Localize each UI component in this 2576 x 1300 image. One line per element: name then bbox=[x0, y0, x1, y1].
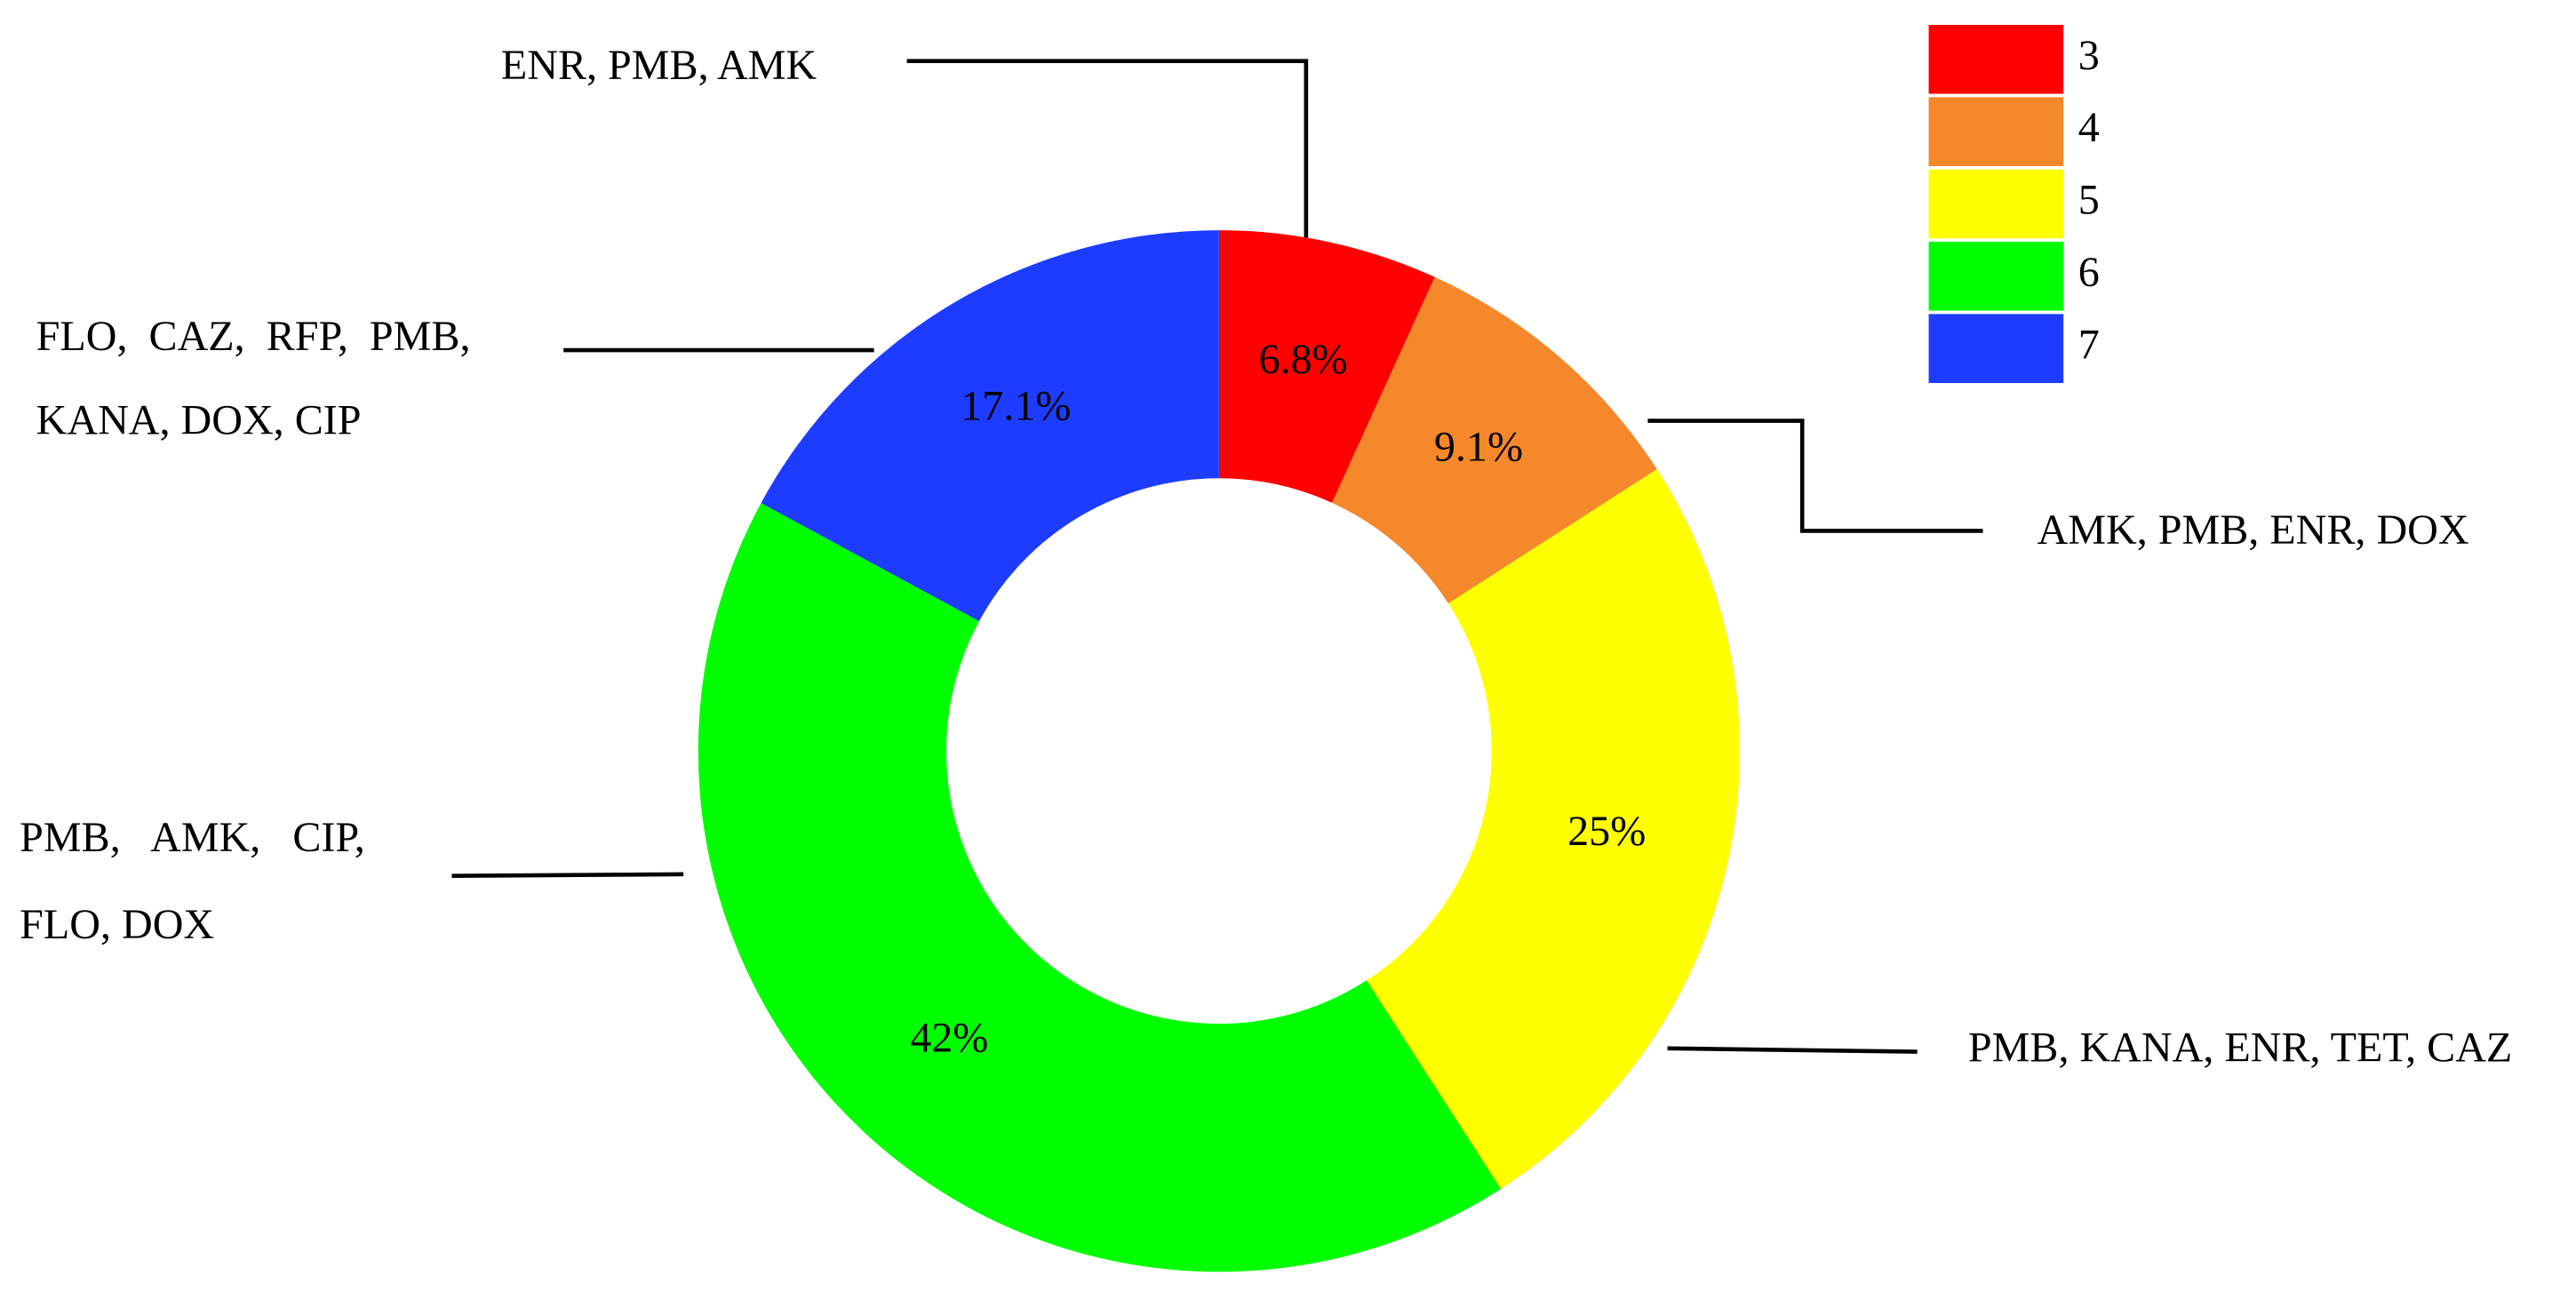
donut-slice bbox=[1366, 469, 1740, 1190]
value-label: 6.8% bbox=[1258, 336, 1347, 383]
legend-swatch bbox=[1925, 166, 2067, 243]
legend-label: 4 bbox=[2078, 104, 2100, 151]
value-label: 17.1% bbox=[961, 383, 1071, 430]
annotation: KANA, DOX, CIP bbox=[36, 396, 362, 443]
legend-label: 7 bbox=[2078, 321, 2100, 368]
leader-line bbox=[1667, 1046, 1918, 1054]
donut-slice bbox=[698, 503, 1501, 1272]
legend-label: 3 bbox=[2078, 32, 2100, 79]
legend-swatch bbox=[1925, 310, 2067, 387]
donut-slice bbox=[1332, 276, 1657, 604]
legend-label: 6 bbox=[2078, 249, 2100, 296]
annotation: ENR, PMB, AMK bbox=[501, 42, 817, 89]
value-label: 9.1% bbox=[1434, 424, 1523, 471]
legend-swatch bbox=[1925, 21, 2067, 98]
leader-line bbox=[906, 59, 1309, 239]
annotation: PMB, AMK, CIP, bbox=[20, 814, 365, 861]
donut-slice bbox=[761, 230, 1219, 622]
annotation: PMB, KANA, ENR, TET, CAZ bbox=[1968, 1025, 2512, 1072]
donut-slice bbox=[1218, 230, 1435, 503]
legend-label: 5 bbox=[2078, 177, 2100, 224]
leader-line bbox=[1647, 419, 1983, 533]
leader-line bbox=[451, 872, 684, 879]
legend-swatch bbox=[1925, 238, 2067, 315]
annotation: FLO, CAZ, RFP, PMB, bbox=[36, 313, 471, 360]
legend-swatch bbox=[1925, 93, 2067, 170]
value-label: 25% bbox=[1567, 808, 1646, 855]
annotation: FLO, DOX bbox=[20, 901, 214, 948]
annotation: AMK, PMB, ENR, DOX bbox=[2038, 506, 2469, 554]
value-label: 42% bbox=[910, 1015, 988, 1062]
leader-lines bbox=[451, 59, 1983, 1054]
